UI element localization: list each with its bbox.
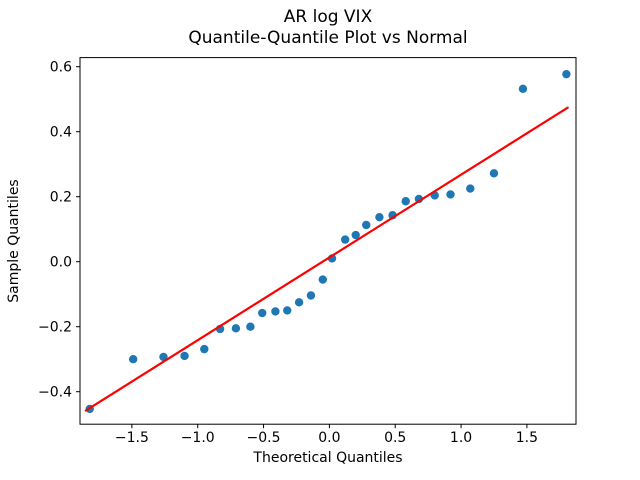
chart-title-line1: AR log VIX bbox=[283, 7, 373, 27]
y-tick-label: −0.4 bbox=[38, 385, 72, 401]
data-point bbox=[401, 197, 410, 206]
data-point bbox=[318, 275, 327, 284]
y-tick-label: 0.4 bbox=[50, 125, 72, 141]
data-point bbox=[518, 84, 528, 94]
data-point bbox=[246, 322, 255, 331]
data-point bbox=[200, 344, 209, 354]
data-point bbox=[159, 352, 168, 362]
data-point bbox=[271, 307, 280, 316]
data-point bbox=[351, 230, 360, 240]
data-point bbox=[128, 355, 138, 364]
y-tick-label: 0.2 bbox=[50, 190, 72, 206]
data-point bbox=[375, 212, 384, 222]
normal-reference-line bbox=[84, 106, 569, 412]
x-axis-label: Theoretical Quantiles bbox=[253, 450, 403, 466]
x-tick-label: 1.0 bbox=[450, 430, 472, 446]
y-tick-label: 0.6 bbox=[50, 60, 72, 76]
chart-title-line2: Quantile-Quantile Plot vs Normal bbox=[188, 28, 468, 48]
data-point bbox=[489, 169, 499, 178]
data-point bbox=[283, 306, 292, 315]
y-tick-label: 0.0 bbox=[50, 255, 72, 271]
data-point bbox=[466, 184, 475, 193]
data-point bbox=[294, 298, 304, 307]
x-tick-label: 0.0 bbox=[318, 430, 340, 446]
data-point bbox=[258, 308, 267, 318]
chart-title: AR log VIX Quantile-Quantile Plot vs Nor… bbox=[80, 7, 576, 49]
data-point bbox=[362, 220, 371, 230]
data-point bbox=[231, 324, 241, 333]
data-point bbox=[562, 69, 571, 79]
x-tick-label: 0.5 bbox=[384, 430, 406, 446]
data-point bbox=[340, 235, 350, 244]
y-tick-label: −0.2 bbox=[38, 320, 72, 336]
x-tick-label: 1.5 bbox=[516, 430, 538, 446]
data-point bbox=[306, 291, 316, 300]
x-tick-label: −1.0 bbox=[181, 430, 215, 446]
x-tick-label: −0.5 bbox=[247, 430, 281, 446]
plot-area-border bbox=[79, 57, 577, 425]
x-tick-label: −1.5 bbox=[115, 430, 149, 446]
data-point bbox=[446, 190, 455, 199]
data-point bbox=[180, 351, 189, 361]
